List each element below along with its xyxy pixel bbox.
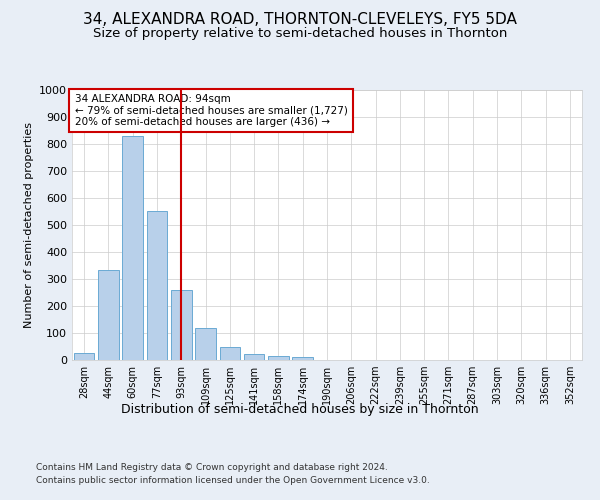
Text: Size of property relative to semi-detached houses in Thornton: Size of property relative to semi-detach… (93, 28, 507, 40)
Bar (292, 358, 313, 360)
Bar (220, 347, 240, 360)
Bar (98, 270, 119, 360)
Bar (268, 356, 289, 360)
Bar (74, 353, 94, 360)
Text: 34 ALEXANDRA ROAD: 94sqm
← 79% of semi-detached houses are smaller (1,727)
20% o: 34 ALEXANDRA ROAD: 94sqm ← 79% of semi-d… (74, 94, 347, 127)
Bar (146, 212, 167, 360)
Bar (195, 328, 216, 360)
Text: Contains public sector information licensed under the Open Government Licence v3: Contains public sector information licen… (36, 476, 430, 485)
Text: 34, ALEXANDRA ROAD, THORNTON-CLEVELEYS, FY5 5DA: 34, ALEXANDRA ROAD, THORNTON-CLEVELEYS, … (83, 12, 517, 28)
Text: Distribution of semi-detached houses by size in Thornton: Distribution of semi-detached houses by … (121, 402, 479, 415)
Bar (244, 354, 265, 360)
Bar (122, 136, 143, 360)
Y-axis label: Number of semi-detached properties: Number of semi-detached properties (23, 122, 34, 328)
Bar (171, 290, 191, 360)
Text: Contains HM Land Registry data © Crown copyright and database right 2024.: Contains HM Land Registry data © Crown c… (36, 462, 388, 471)
